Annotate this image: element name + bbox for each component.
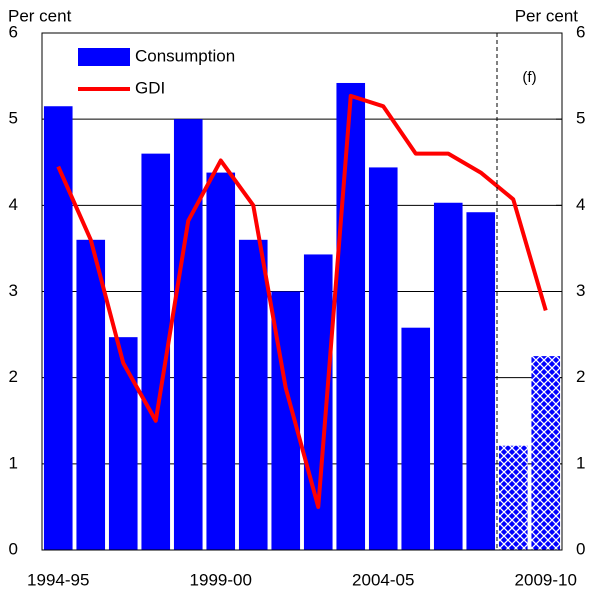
y-tick-label: 5 <box>9 109 18 128</box>
y2-axis-label: Per cent <box>515 6 579 25</box>
legend-label: Consumption <box>135 46 235 65</box>
x-tick-label: 2009-10 <box>515 570 577 589</box>
y-tick-label: 2 <box>9 367 18 386</box>
bar <box>498 445 528 550</box>
legend-swatch <box>78 48 130 66</box>
y2-tick-label: 2 <box>576 367 585 386</box>
y2-tick-label: 5 <box>576 109 585 128</box>
y2-tick-label: 6 <box>576 22 585 41</box>
bar <box>336 82 366 550</box>
x-tick-label: 2004-05 <box>352 570 414 589</box>
y-tick-label: 0 <box>9 539 18 558</box>
bar <box>173 119 203 551</box>
x-tick-label: 1994-95 <box>27 570 89 589</box>
y-tick-label: 1 <box>9 453 18 472</box>
bar <box>433 202 463 550</box>
line <box>56 93 548 509</box>
bar <box>76 239 106 551</box>
legend-label: GDI <box>135 78 165 97</box>
y-axis-label: Per cent <box>8 6 72 25</box>
y-tick-label: 6 <box>9 22 18 41</box>
y2-tick-label: 1 <box>576 453 585 472</box>
y2-tick-label: 4 <box>576 195 585 214</box>
bar <box>531 356 561 550</box>
plot-frame <box>41 32 563 551</box>
bar <box>206 172 236 550</box>
bar <box>43 106 73 550</box>
bar <box>401 327 431 550</box>
y-tick-label: 3 <box>9 281 18 300</box>
x-tick-label: 1999-00 <box>190 570 252 589</box>
annotation: (f) <box>522 69 536 86</box>
y2-tick-label: 0 <box>576 539 585 558</box>
y-tick-label: 4 <box>9 195 18 214</box>
bar <box>108 337 138 550</box>
bar <box>466 212 496 550</box>
y2-tick-label: 3 <box>576 281 585 300</box>
bar <box>368 167 398 551</box>
bar <box>238 239 268 551</box>
